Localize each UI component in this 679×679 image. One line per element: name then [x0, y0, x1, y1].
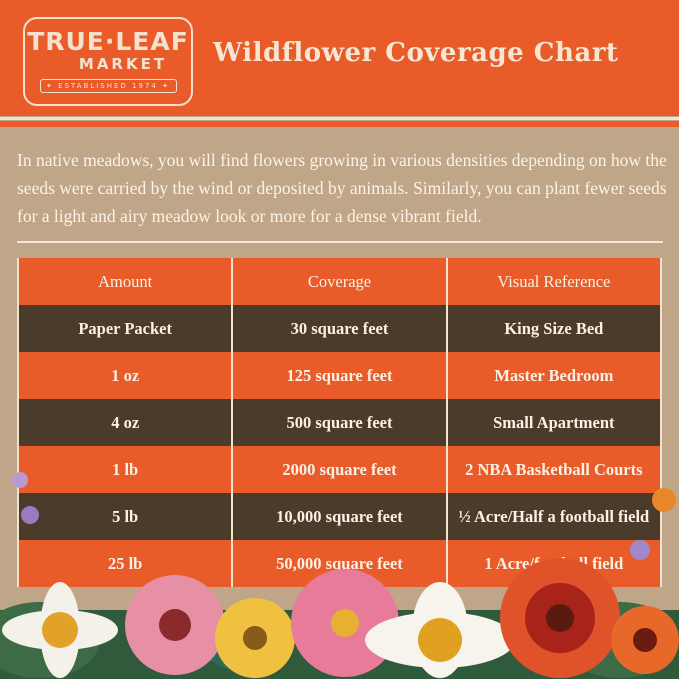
cell-amount: 25 lb: [16, 540, 234, 587]
table-row: 5 lb 10,000 square feet ½ Acre/Half a foot…: [16, 493, 663, 540]
logo-line1: TRUE·LEAF: [27, 27, 189, 56]
pink-flower: [125, 575, 225, 675]
cell-visual-reference: ½ Acre/Half a football field: [445, 493, 663, 540]
header-divider: [0, 117, 679, 120]
page-title: Wildflower Coverage Chart: [213, 38, 619, 68]
header-coverage: Coverage: [231, 258, 448, 305]
cell-coverage: 2000 square feet: [231, 446, 448, 493]
yellow-flower: [215, 598, 295, 678]
cell-visual-reference: Small Apartment: [445, 399, 663, 446]
cell-visual-reference: King Size Bed: [445, 305, 663, 352]
cell-coverage: 500 square feet: [231, 399, 448, 446]
header-banner: [0, 0, 679, 116]
cell-amount: 4 oz: [16, 399, 234, 446]
table-row: 4 oz 500 square feet Small Apartment: [16, 399, 663, 446]
gaillardia-flower: [500, 558, 620, 678]
cell-amount: 1 oz: [16, 352, 234, 399]
intro-paragraph: In native meadows, you will find flowers…: [17, 150, 667, 226]
cell-amount: 5 lb: [16, 493, 234, 540]
table-row: 1 lb 2000 square feet 2 NBA Basketball Cou…: [16, 446, 663, 493]
table-row: 1 oz 125 square feet Master Bedroom: [16, 352, 663, 399]
daisy-center: [365, 582, 515, 678]
cell-coverage: 30 square feet: [231, 305, 448, 352]
divider: [17, 241, 663, 243]
header-visual-reference: Visual Reference: [445, 258, 663, 305]
purple-buds: [12, 472, 676, 560]
gaillardia-right: [611, 606, 679, 674]
header-amount: Amount: [16, 258, 234, 305]
logo-line2: MARKET: [78, 55, 168, 73]
true-leaf-market-logo: TRUE·LEAF MARKET ✦ ESTABLISHED 1974 ✦: [23, 17, 193, 106]
cell-amount: 1 lb: [16, 446, 234, 493]
table-row: Paper Packet 30 square feet King Size Bed: [16, 305, 663, 352]
cell-visual-reference: Master Bedroom: [445, 352, 663, 399]
cell-coverage: 125 square feet: [231, 352, 448, 399]
wildflower-illustration: [0, 472, 679, 679]
cell-amount: Paper Packet: [16, 305, 234, 352]
daisy-left: [2, 582, 118, 678]
table-header-row: Amount Coverage Visual Reference: [16, 258, 663, 305]
cell-coverage: 10,000 square feet: [231, 493, 448, 540]
logo-tagline: ✦ ESTABLISHED 1974 ✦: [39, 79, 177, 93]
header-band: [0, 121, 679, 127]
cell-visual-reference: 2 NBA Basketball Courts: [445, 446, 663, 493]
